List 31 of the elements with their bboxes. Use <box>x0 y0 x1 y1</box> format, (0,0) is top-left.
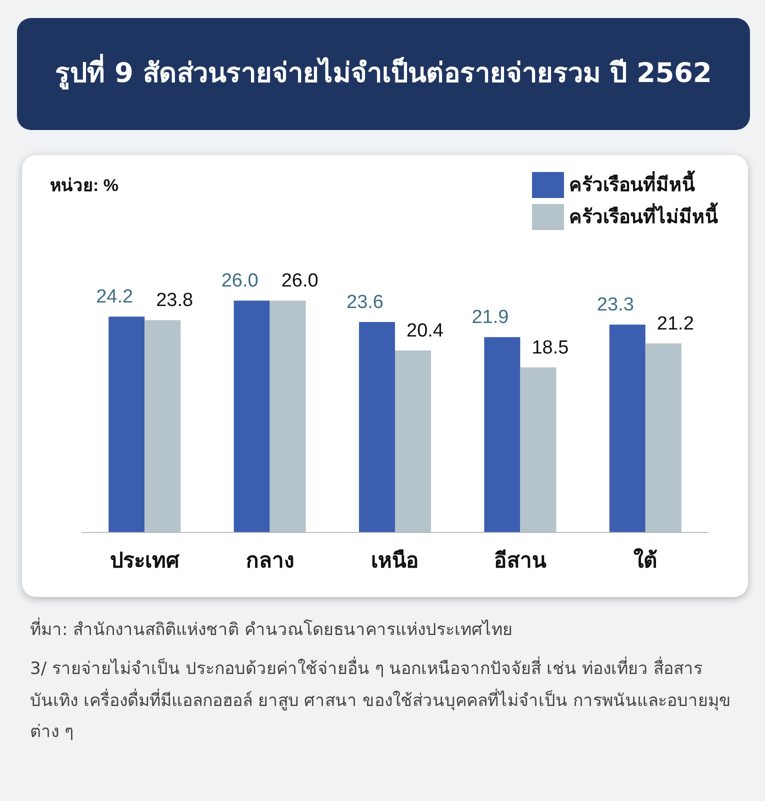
bar <box>234 300 270 532</box>
bar <box>270 300 306 532</box>
data-label: 24.2 <box>96 286 134 308</box>
bar <box>520 367 556 532</box>
chart-title: รูปที่ 9 สัดส่วนรายจ่ายไม่จำเป็นต่อรายจ่ายรวม ปี 2562 <box>17 18 750 130</box>
data-label: 23.8 <box>156 290 194 312</box>
bar <box>395 350 431 532</box>
text: 3/ รายจ่ายไม่จำเป็น ประกอบด้วยค่าใช้จ่ายอื่น ๆ นอกเหนือจากปัจจัยสี่ เช่น ท่องเที่ยว สื่อสาร บันเทิง เครื่องดื่มที่มีแอลกอฮอล์ ยาสูบ ศาสนา ของใช้ส่วนบุคคลที่ไม่จำเป็น การพนันและอบายมุขต่าง ๆ <box>30 656 732 744</box>
text: ที่มา: สำนักงานสถิติแห่งชาติ คำนวณโดยธนาคารแห่งประเทศไทย <box>30 616 514 642</box>
x-tick-label: ประเทศ <box>110 548 180 572</box>
data-label: 20.4 <box>406 320 444 342</box>
data-label: 26.0 <box>281 270 318 292</box>
data-label: 18.5 <box>532 337 569 358</box>
bar <box>108 316 145 532</box>
data-label: 23.6 <box>346 292 384 313</box>
legend-label: ครัวเรือนที่ไม่มีหนี้ <box>569 202 719 228</box>
bar <box>359 322 395 532</box>
data-label: 26.0 <box>221 270 258 292</box>
x-tick-label: เหนือ <box>371 548 419 572</box>
bar <box>645 343 682 532</box>
x-tick-label: ใต้ <box>633 548 658 572</box>
bar <box>609 324 646 532</box>
text: หน่วย: % <box>50 176 118 195</box>
data-label: 23.3 <box>596 294 634 316</box>
data-label: 21.2 <box>656 313 694 334</box>
x-tick-label: อีสาน <box>494 548 548 572</box>
bar <box>144 320 181 532</box>
bar <box>484 337 520 532</box>
data-label: 21.9 <box>472 307 509 328</box>
legend-label: ครัวเรือนที่มีหนี้ <box>569 170 696 196</box>
x-tick-label: กลาง <box>246 548 294 572</box>
